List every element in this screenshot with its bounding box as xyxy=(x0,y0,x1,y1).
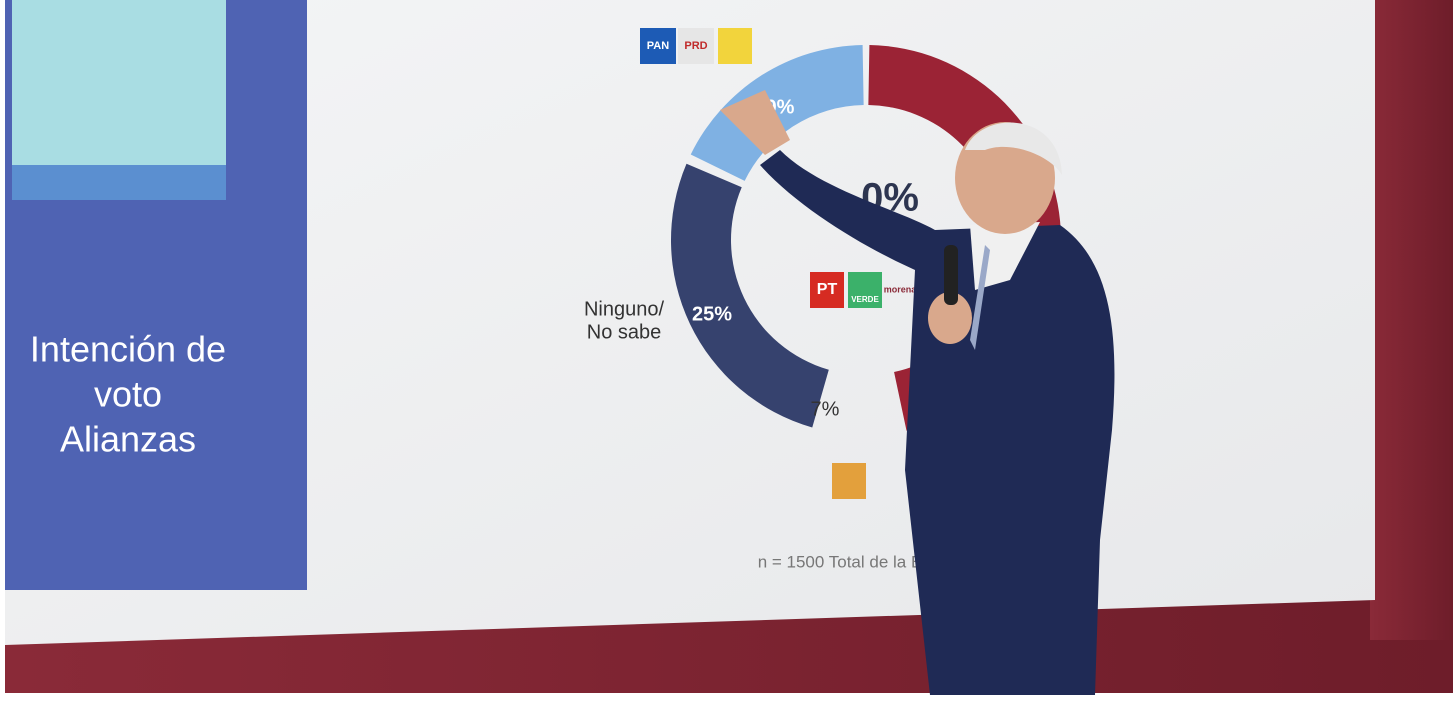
footnote: n = 1500 Total de la B xyxy=(758,552,923,571)
label: No sabe xyxy=(587,321,662,343)
label: 25% xyxy=(692,303,732,325)
logo-text: PAN xyxy=(647,40,669,52)
page: {"slide": { "title_lines": ["Intención d… xyxy=(0,0,1453,703)
logo-text: PT xyxy=(817,281,838,298)
logo xyxy=(832,463,866,499)
scene: Intención de voto Alianzas Ninguno/ No s… xyxy=(0,0,1453,703)
label: 7% xyxy=(811,398,840,420)
side-wall xyxy=(1370,0,1453,640)
title-line: Alianzas xyxy=(60,419,196,460)
microphone xyxy=(944,245,958,305)
title-line: Intención de xyxy=(30,329,226,370)
panel-card-inner xyxy=(12,0,226,165)
label: Ninguno/ xyxy=(584,298,665,320)
logo-text: PRD xyxy=(684,40,707,52)
logo-text: morena xyxy=(884,284,918,294)
logo xyxy=(718,28,752,64)
logo-text: VERDE xyxy=(851,295,879,304)
title-line: voto xyxy=(94,374,162,415)
